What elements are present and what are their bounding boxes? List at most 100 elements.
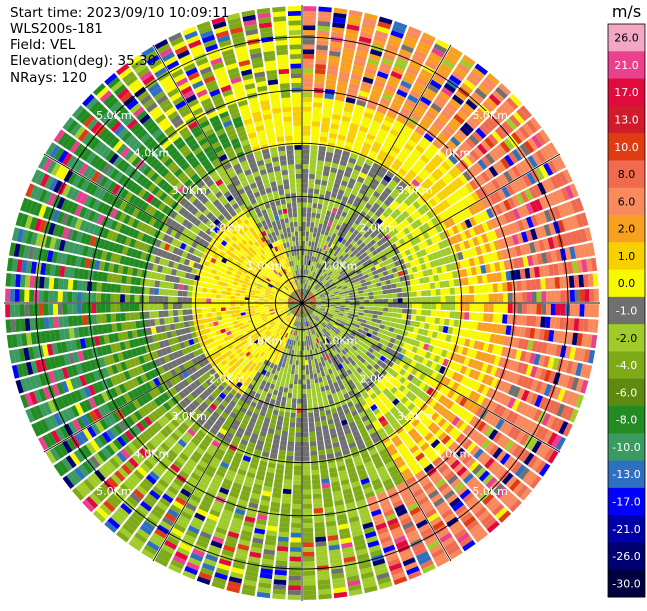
velocity-cell [555, 317, 561, 329]
velocity-cell [303, 135, 311, 140]
velocity-cell [315, 537, 326, 543]
velocity-cell [314, 227, 318, 232]
velocity-cell [312, 121, 320, 126]
velocity-cell [314, 223, 318, 228]
velocity-cell [303, 97, 312, 102]
velocity-cell [302, 413, 307, 418]
velocity-cell [311, 145, 318, 150]
velocity-cell [286, 359, 290, 364]
velocity-cell [416, 316, 421, 322]
velocity-cell [289, 384, 293, 389]
velocity-cell [303, 470, 311, 475]
velocity-cell [297, 404, 302, 409]
velocity-cell [580, 289, 585, 302]
velocity-cell [439, 281, 445, 288]
velocity-cell [317, 570, 329, 576]
velocity-cell [307, 346, 310, 351]
velocity-cell [295, 442, 302, 447]
velocity-cell [383, 312, 388, 316]
velocity-cell [318, 402, 323, 408]
velocity-cell [276, 556, 288, 562]
velocity-cell [303, 518, 313, 523]
velocity-cell [314, 242, 318, 247]
velocity-cell [391, 318, 396, 323]
velocity-cell [386, 284, 391, 289]
velocity-cell [303, 78, 313, 83]
velocity-cell [288, 585, 301, 590]
velocity-cell [541, 291, 546, 302]
velocity-cell [289, 432, 295, 437]
velocity-cell [315, 363, 319, 368]
velocity-cell [377, 286, 382, 290]
velocity-cell [359, 306, 364, 309]
velocity-cell [308, 241, 311, 246]
velocity-cell [550, 317, 556, 329]
velocity-cell [318, 16, 331, 22]
velocity-cell [299, 351, 301, 356]
velocity-cell [291, 533, 302, 538]
velocity-cell [293, 360, 296, 365]
velocity-cell [290, 547, 301, 552]
velocity-cell [302, 360, 305, 365]
velocity-cell [532, 292, 537, 303]
velocity-cell [441, 304, 446, 311]
velocity-cell [559, 277, 565, 289]
velocity-cell [309, 422, 315, 427]
velocity-cell [388, 303, 393, 307]
velocity-cell [374, 303, 379, 306]
velocity-cell [303, 451, 310, 456]
velocity-cell [296, 418, 301, 423]
velocity-cell [310, 222, 314, 227]
velocity-cell [426, 297, 431, 303]
velocity-cell [350, 306, 355, 309]
velocity-cell [290, 422, 296, 427]
velocity-cell [318, 223, 323, 229]
velocity-cell [425, 283, 430, 289]
velocity-cell [367, 285, 372, 289]
velocity-cell [570, 304, 575, 316]
velocity-cell [311, 242, 315, 247]
velocity-cell [307, 203, 312, 208]
velocity-cell [569, 318, 575, 330]
velocity-cell [320, 234, 324, 240]
velocity-cell [436, 296, 441, 302]
velocity-cell [276, 464, 284, 470]
velocity-cell [305, 351, 308, 356]
velocity-cell [303, 159, 310, 164]
velocity-cell [465, 304, 470, 312]
velocity-cell [302, 370, 305, 375]
velocity-cell [277, 459, 285, 465]
velocity-cell [303, 54, 314, 59]
velocity-cell [314, 189, 320, 194]
velocity-cell [556, 291, 561, 303]
velocity-cell [431, 304, 436, 310]
velocity-cell [293, 389, 297, 394]
velocity-cell [311, 140, 319, 145]
velocity-cell [584, 289, 589, 302]
velocity-cell [532, 304, 537, 315]
velocity-cell [439, 318, 445, 325]
velocity-cell [589, 289, 594, 302]
velocity-cell [302, 241, 305, 246]
velocity-cell [291, 528, 301, 533]
velocity-cell [422, 304, 427, 310]
velocity-cell [366, 321, 372, 325]
velocity-cell [303, 442, 310, 447]
velocity-cell [345, 303, 350, 305]
velocity-cell [313, 107, 322, 112]
velocity-cell [321, 391, 326, 397]
velocity-cell [314, 517, 324, 523]
velocity-cell [435, 311, 440, 318]
velocity-cell [311, 131, 319, 136]
velocity-cell [393, 308, 398, 313]
velocity-cell [320, 132, 328, 138]
velocity-cell [503, 304, 508, 313]
velocity-cell [421, 310, 426, 316]
velocity-cell [430, 317, 436, 324]
velocity-cell [373, 291, 378, 295]
velocity-cell [316, 368, 320, 373]
velocity-cell [379, 299, 384, 303]
velocity-cell [303, 102, 312, 107]
velocity-cell [314, 78, 324, 84]
